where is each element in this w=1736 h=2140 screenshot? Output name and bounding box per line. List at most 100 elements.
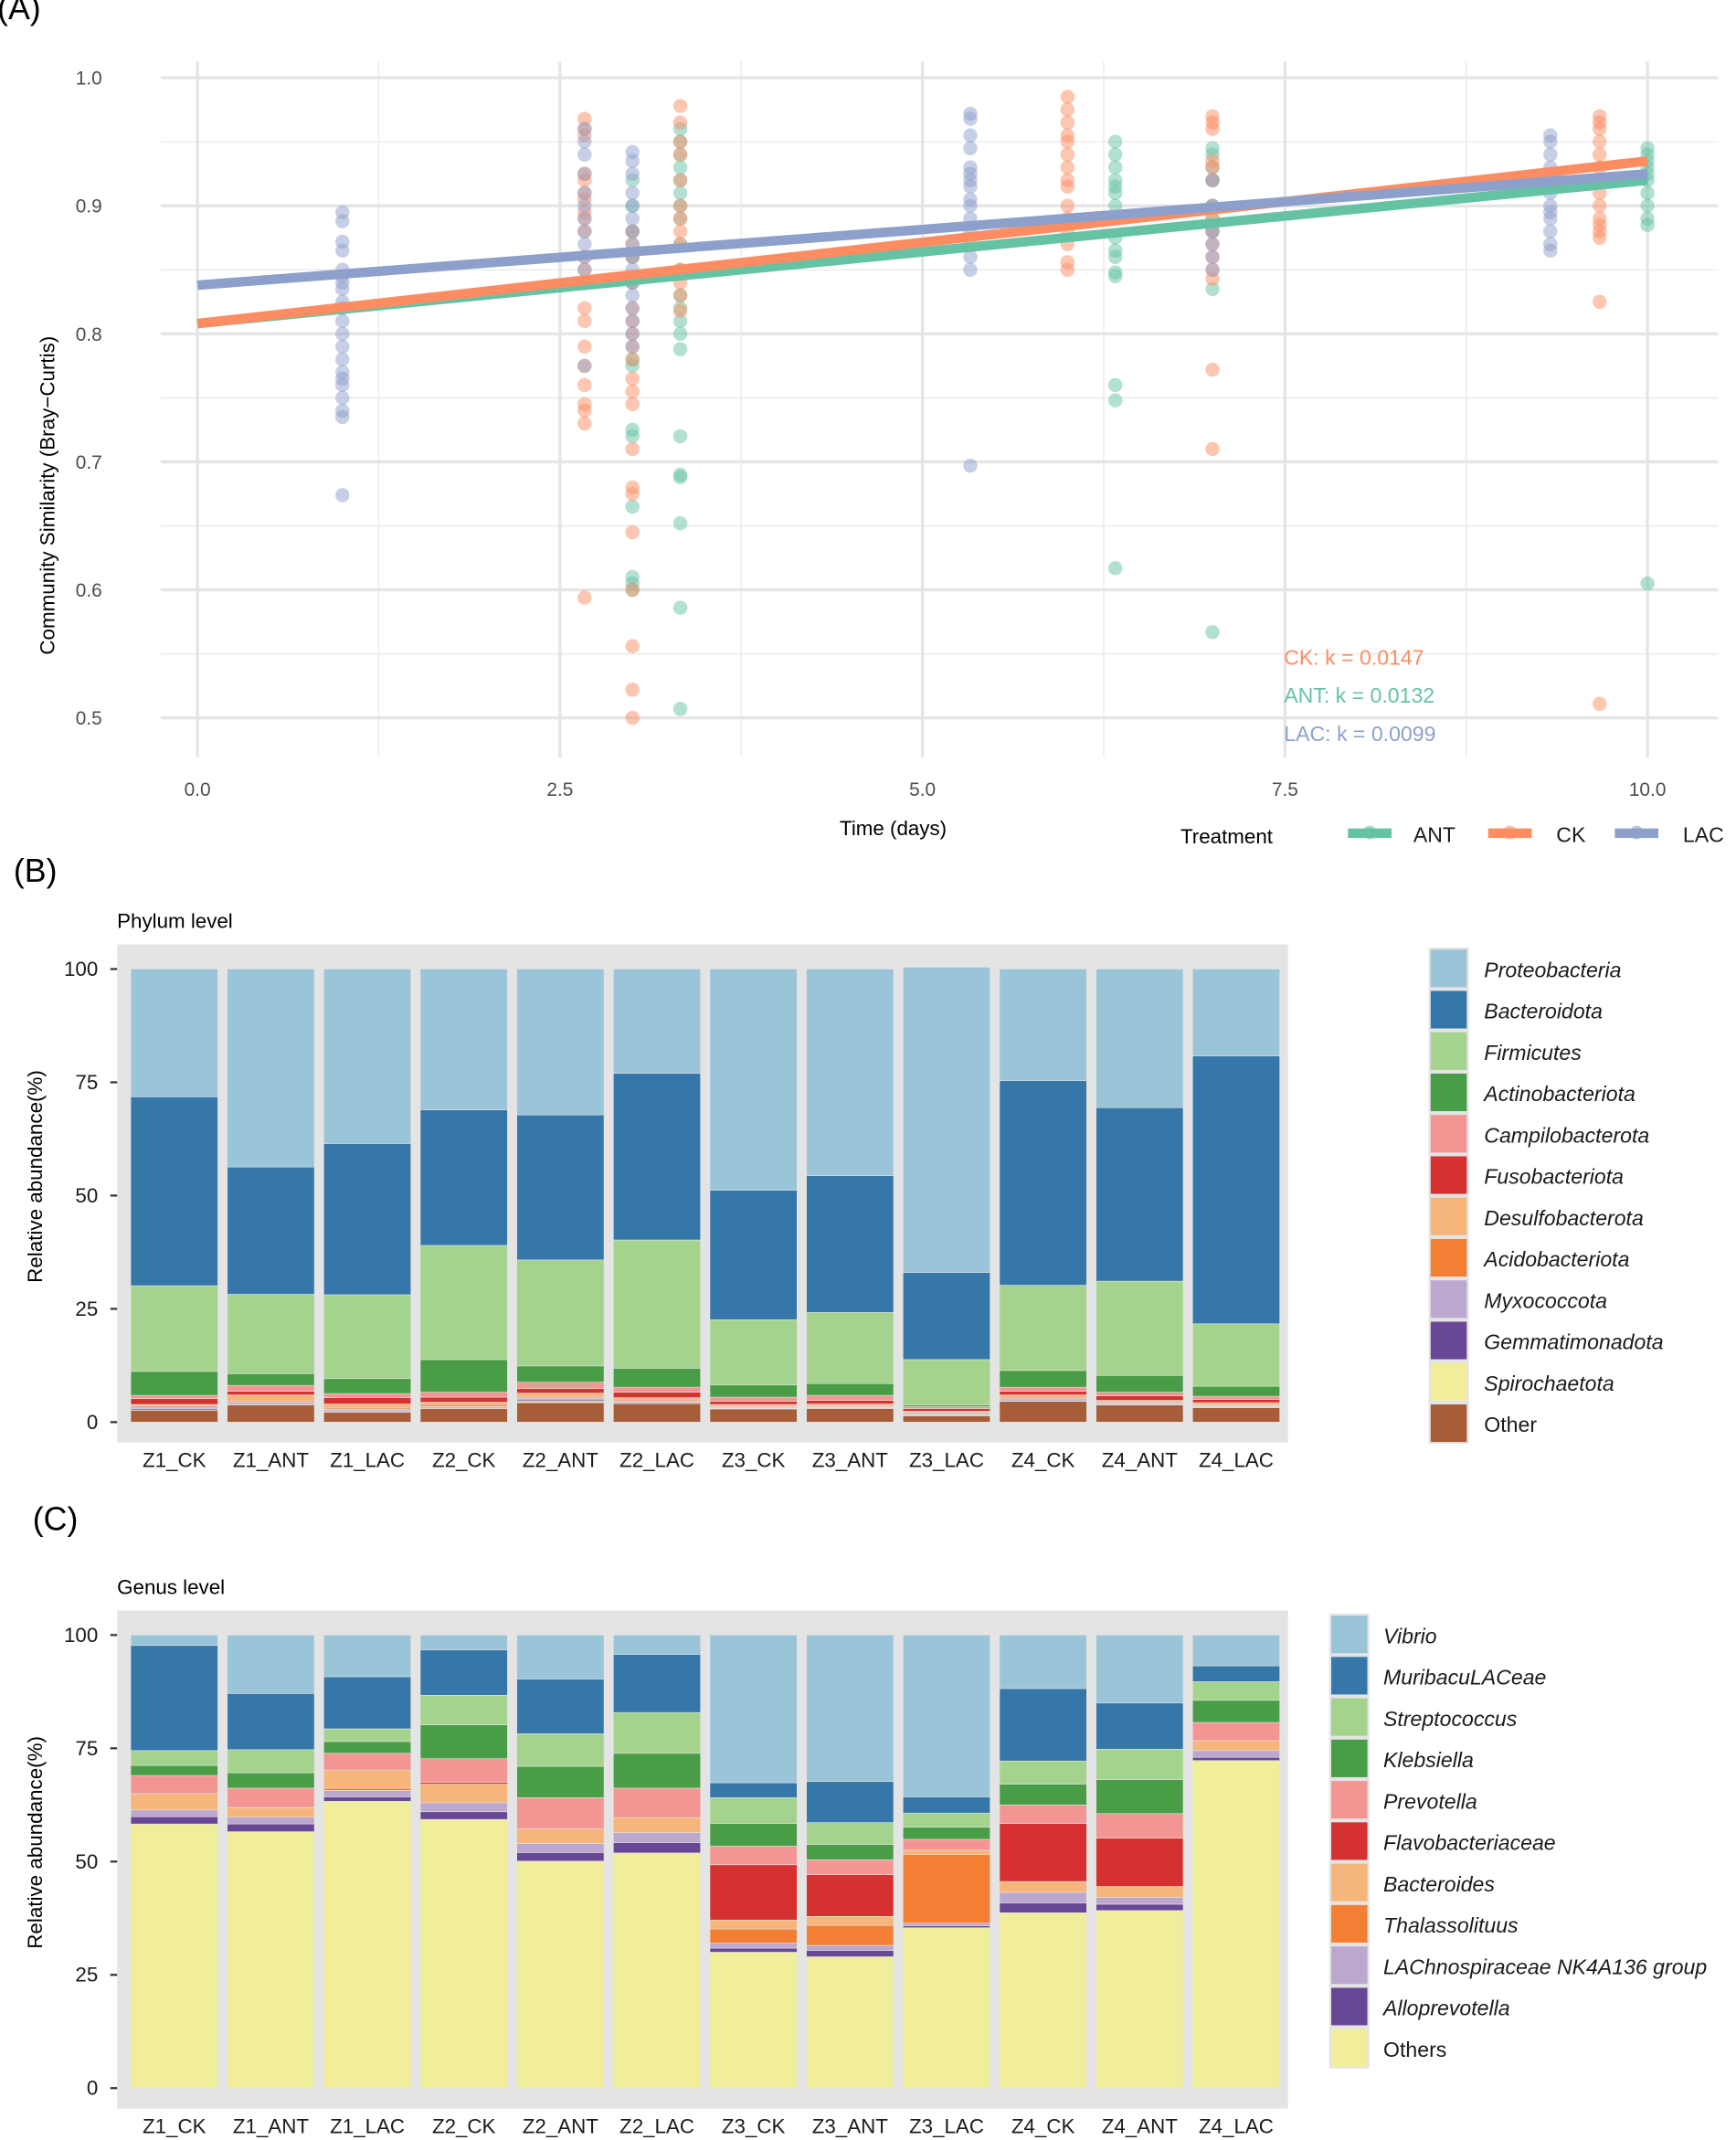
bar-segment-prevotella xyxy=(999,1805,1087,1824)
bar-segment-streptococcus xyxy=(999,1760,1087,1785)
legend-label: ANT xyxy=(1413,823,1455,847)
legend-label: Firmicutes xyxy=(1484,1041,1582,1065)
bar-segment-streptococcus xyxy=(613,1711,702,1754)
data-point-lac xyxy=(335,488,350,503)
bar-segment-klebsiella xyxy=(130,1764,218,1776)
bar-segment-bacteroidota xyxy=(999,1080,1087,1286)
legend-swatch xyxy=(1328,1902,1370,1945)
data-point-ck xyxy=(625,683,640,697)
data-point-lac xyxy=(1205,173,1220,187)
bar-segment-alloprevotella xyxy=(709,1947,798,1953)
data-point-lac xyxy=(335,313,350,329)
data-point-ck xyxy=(625,582,640,598)
bar-segment-alloprevotella xyxy=(613,1842,702,1854)
bar-segment-streptococcus xyxy=(806,1822,894,1845)
bar-segment-firmicutes xyxy=(613,1239,702,1369)
x-tick-label: Z4_CK xyxy=(1011,2115,1075,2138)
data-point-ck xyxy=(672,198,688,214)
data-point-lac xyxy=(335,390,350,406)
bar-segment-desulfobacterota xyxy=(323,1404,412,1409)
data-point-ant xyxy=(672,515,688,531)
data-point-ck xyxy=(577,403,592,418)
y-axis-title: Relative abundance(%) xyxy=(24,1070,47,1283)
data-point-ant xyxy=(1205,625,1220,640)
bar-segment-prevotella xyxy=(130,1775,218,1795)
data-point-ant xyxy=(672,326,688,342)
x-tick-label: 2.5 xyxy=(546,779,573,800)
data-point-lac xyxy=(1543,134,1558,149)
bar-segment-others xyxy=(323,1801,412,2089)
bar-segment-firmicutes xyxy=(419,1245,508,1361)
bar-segment-bacteroides xyxy=(806,1916,894,1926)
data-point-ant xyxy=(1107,185,1123,200)
bar-segment-thalassolituus xyxy=(903,1854,990,1924)
legend-swatch xyxy=(1428,1278,1469,1320)
data-point-ck xyxy=(1593,122,1607,136)
data-point-ck xyxy=(1060,262,1075,278)
bar-segment-klebsiella xyxy=(806,1844,894,1860)
data-point-lac xyxy=(577,134,592,149)
data-point-lac xyxy=(1205,262,1220,278)
data-point-ant xyxy=(1107,249,1123,265)
bar-segment-klebsiella xyxy=(516,1765,605,1798)
data-point-lac xyxy=(577,147,592,162)
bar-segment-klebsiella xyxy=(1191,1700,1280,1723)
data-point-lac xyxy=(963,198,978,214)
legend-label: Myxococcota xyxy=(1484,1288,1607,1312)
data-point-lac xyxy=(963,128,978,143)
bar-segment-firmicutes xyxy=(1191,1323,1280,1387)
bar-segment-bacteroides xyxy=(903,1849,990,1855)
bar-segment-thalassolituus xyxy=(709,1928,798,1944)
data-point-lac xyxy=(625,166,640,181)
y-tick-label: 75 xyxy=(75,1737,98,1760)
x-tick-label: 5.0 xyxy=(909,779,936,800)
bar-segment-desulfobacterota xyxy=(227,1394,315,1402)
bar-segment-proteobacteria xyxy=(709,969,798,1191)
bar-segment-bacteroides xyxy=(999,1880,1087,1893)
bar-segment-muribaculaceae xyxy=(323,1676,412,1730)
bar-segment-bacteroidota xyxy=(613,1073,702,1241)
x-tick-label: Z1_ANT xyxy=(233,2115,309,2138)
bar-segment-bacteroidota xyxy=(419,1109,508,1246)
data-point-lac xyxy=(625,211,640,227)
bar-segment-firmicutes xyxy=(903,1359,990,1405)
bar-segment-prevotella xyxy=(903,1838,990,1851)
bar-segment-vibrio xyxy=(323,1635,412,1678)
bar-segment-campilobacterota xyxy=(709,1396,798,1402)
fit-line-lac xyxy=(196,169,1648,291)
data-point-ck xyxy=(1205,122,1220,136)
bar-segment-fusobacteriota xyxy=(419,1396,508,1403)
data-point-ck xyxy=(1060,134,1075,149)
x-tick-label: Z4_CK xyxy=(1011,1449,1075,1472)
data-point-lac xyxy=(963,262,978,278)
y-tick-label: 25 xyxy=(75,1964,98,1986)
legend-label: CK xyxy=(1556,823,1586,847)
bar-segment-others xyxy=(130,1823,218,2089)
bar-segment-campilobacterota xyxy=(806,1394,894,1401)
bar-segment-lachnospiraceae-nk4a136-group xyxy=(516,1843,605,1853)
bar-segment-klebsiella xyxy=(903,1827,990,1840)
data-point-lac xyxy=(625,224,640,239)
bar-segment-fusobacteriota xyxy=(999,1391,1087,1395)
y-tick-label: 0.7 xyxy=(76,452,102,473)
data-point-lac xyxy=(625,339,640,355)
bar-segment-lachnospiraceae-nk4a136-group xyxy=(1191,1750,1280,1758)
bar-segment-campilobacterota xyxy=(999,1386,1087,1392)
data-point-ant xyxy=(1107,377,1123,393)
legend-swatch xyxy=(1328,1820,1370,1862)
bar-segment-alloprevotella xyxy=(227,1823,315,1832)
bar-segment-lachnospiraceae-nk4a136-group xyxy=(999,1891,1087,1903)
bar-segment-alloprevotella xyxy=(1096,1903,1184,1912)
data-point-lac xyxy=(1543,224,1558,239)
data-point-ck xyxy=(625,397,640,412)
legend-label: Bacteroidota xyxy=(1484,1000,1603,1023)
bar-segment-vibrio xyxy=(130,1635,218,1647)
bar-segment-firmicutes xyxy=(227,1294,315,1374)
bar-segment-actinobacteriota xyxy=(516,1365,605,1383)
x-tick-label: Z2_ANT xyxy=(523,2115,598,2138)
legend-label: Desulfobacterota xyxy=(1484,1206,1644,1230)
bar-segment-fusobacteriota xyxy=(323,1397,412,1404)
bar-segment-bacteroides xyxy=(1096,1886,1184,1898)
bar-segment-proteobacteria xyxy=(323,969,412,1144)
bar-segment-klebsiella xyxy=(227,1772,315,1789)
